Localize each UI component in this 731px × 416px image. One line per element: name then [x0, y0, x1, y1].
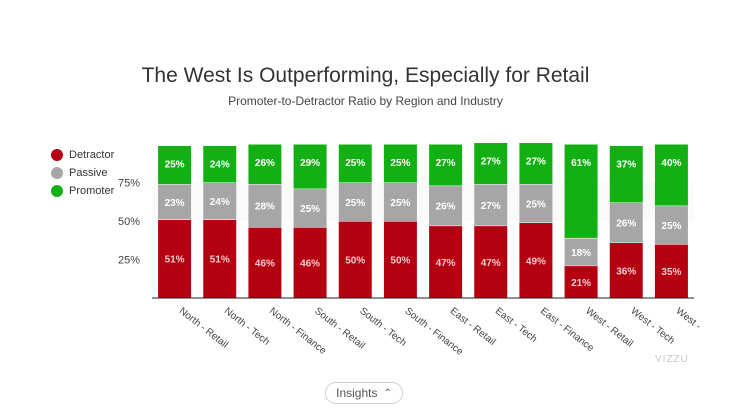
- bar-segment-passive: [338, 182, 372, 221]
- legend: Detractor Passive Promoter: [51, 146, 114, 200]
- bar-segment-detractor: [383, 221, 417, 298]
- data-label: 46%: [255, 259, 275, 270]
- data-label: 47%: [436, 258, 456, 269]
- data-label: 25%: [661, 221, 681, 232]
- data-label: 25%: [390, 158, 410, 169]
- data-label: 23%: [165, 198, 185, 209]
- legend-item-passive[interactable]: Passive: [51, 164, 114, 182]
- data-label: 27%: [481, 156, 501, 167]
- bar-segment-promoter: [293, 144, 327, 189]
- data-label: 50%: [345, 256, 365, 267]
- data-label: 49%: [526, 256, 546, 267]
- data-label: 25%: [390, 198, 410, 209]
- bar-segment-promoter: [429, 144, 463, 186]
- legend-swatch: [51, 149, 63, 161]
- data-label: 27%: [436, 158, 456, 169]
- bar-segment-detractor: [248, 227, 282, 298]
- legend-swatch: [51, 185, 63, 197]
- bar-segment-passive: [383, 182, 417, 221]
- bar-segment-passive: [203, 182, 237, 220]
- bar-segment-promoter: [383, 144, 417, 183]
- data-label: 51%: [165, 255, 185, 266]
- bar-segment-promoter: [519, 142, 553, 185]
- data-label: 35%: [661, 267, 681, 278]
- bar-segment-promoter: [474, 142, 508, 185]
- data-label: 25%: [526, 199, 546, 210]
- bar-segment-promoter: [564, 144, 598, 238]
- bar-segment-passive: [429, 185, 463, 226]
- data-label: 27%: [526, 156, 546, 167]
- x-tick-label: East - Tech: [493, 306, 539, 345]
- legend-item-promoter[interactable]: Promoter: [51, 182, 114, 200]
- bar-segment-detractor: [519, 222, 553, 298]
- data-label: 28%: [255, 202, 275, 213]
- legend-label: Detractor: [69, 149, 115, 161]
- bar-segment-promoter: [609, 145, 643, 203]
- y-tick-label: 50%: [118, 216, 140, 228]
- bar-segment-promoter: [338, 144, 372, 183]
- bar-segment-passive: [293, 188, 327, 228]
- data-label: 46%: [300, 259, 320, 270]
- data-label: 26%: [436, 202, 456, 213]
- right-edge-mask: [700, 300, 731, 360]
- insights-label: Insights: [336, 386, 378, 400]
- data-label: 18%: [571, 248, 591, 259]
- y-tick-label: 25%: [118, 255, 140, 267]
- data-label: 25%: [300, 204, 320, 215]
- watermark-logo: VIZZU: [655, 354, 689, 365]
- data-label: 25%: [345, 198, 365, 209]
- data-label: 25%: [345, 158, 365, 169]
- legend-label: Promoter: [69, 185, 115, 197]
- bar-segment-detractor: [429, 225, 463, 298]
- data-label: 21%: [571, 278, 591, 289]
- bar-segment-passive: [519, 184, 553, 223]
- bar-segment-passive: [158, 184, 192, 220]
- bar-segment-detractor: [203, 219, 237, 298]
- x-tick-label: West - Tech: [628, 306, 676, 347]
- bar-segment-passive: [564, 237, 598, 266]
- chart-title: The West Is Outperforming, Especially fo…: [141, 64, 590, 87]
- bar-segment-promoter: [654, 144, 688, 206]
- data-label: 24%: [210, 197, 230, 208]
- bar-segment-passive: [248, 184, 282, 228]
- data-label: 40%: [661, 158, 681, 169]
- data-label: 29%: [300, 158, 320, 169]
- legend-item-detractor[interactable]: Detractor: [51, 146, 114, 164]
- bar-segment-promoter: [203, 145, 237, 183]
- data-label: 36%: [616, 266, 636, 277]
- legend-label: Passive: [69, 167, 108, 179]
- data-label: 61%: [571, 158, 591, 169]
- bar-segment-passive: [654, 205, 688, 245]
- legend-swatch: [51, 167, 63, 179]
- bar-segment-detractor: [564, 265, 598, 298]
- data-label: 27%: [481, 201, 501, 212]
- bar-segment-passive: [609, 202, 643, 243]
- bar-segment-detractor: [654, 244, 688, 298]
- chevron-up-icon: ⌃: [383, 387, 392, 399]
- x-tick-label: North - Retail: [177, 306, 230, 351]
- y-tick-label: 75%: [118, 178, 140, 190]
- data-label: 47%: [481, 258, 501, 269]
- bar-segment-detractor: [158, 219, 192, 298]
- plot-band: [152, 182, 694, 221]
- bar-segment-detractor: [338, 221, 372, 298]
- data-label: 24%: [210, 160, 230, 171]
- chart-subtitle: Promoter-to-Detractor Ratio by Region an…: [228, 94, 503, 108]
- bar-segment-promoter: [158, 145, 192, 185]
- bar-segment-passive: [474, 184, 508, 226]
- bar-segment-detractor: [474, 225, 508, 298]
- insights-button[interactable]: Insights ⌃: [325, 382, 403, 404]
- data-label: 51%: [210, 255, 230, 266]
- data-label: 26%: [616, 219, 636, 230]
- bar-segment-detractor: [609, 242, 643, 298]
- data-label: 26%: [255, 158, 275, 169]
- bar-segment-promoter: [248, 144, 282, 185]
- data-label: 37%: [616, 160, 636, 171]
- data-label: 50%: [390, 256, 410, 267]
- bar-segment-detractor: [293, 227, 327, 298]
- data-label: 25%: [165, 160, 185, 171]
